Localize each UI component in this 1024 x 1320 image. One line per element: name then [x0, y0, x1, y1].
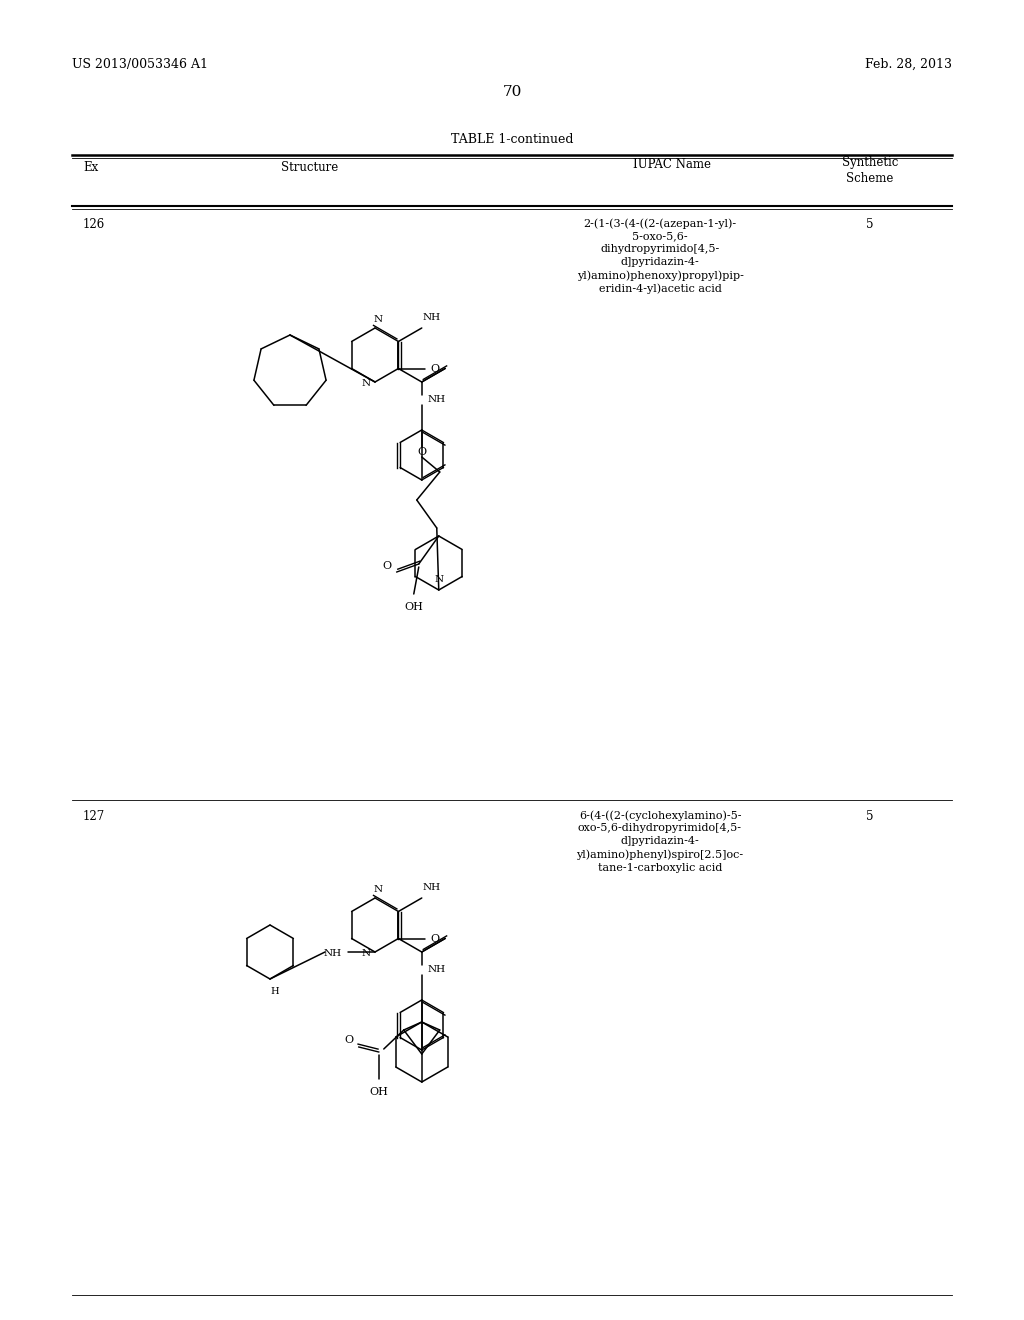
Text: NH: NH [324, 949, 342, 958]
Text: IUPAC Name: IUPAC Name [633, 158, 711, 172]
Text: US 2013/0053346 A1: US 2013/0053346 A1 [72, 58, 208, 71]
Text: O: O [344, 1035, 353, 1045]
Text: H: H [270, 986, 280, 995]
Text: NH: NH [428, 396, 445, 404]
Text: O: O [431, 933, 440, 944]
Text: 5: 5 [866, 810, 873, 822]
Text: NH: NH [423, 883, 440, 892]
Text: N: N [374, 314, 383, 323]
Text: OH: OH [404, 602, 423, 612]
Text: NH: NH [423, 314, 440, 322]
Text: 70: 70 [503, 84, 521, 99]
Text: N: N [374, 884, 383, 894]
Text: NH: NH [428, 965, 445, 974]
Text: OH: OH [370, 1086, 388, 1097]
Text: Synthetic
Scheme: Synthetic Scheme [842, 156, 898, 185]
Text: TABLE 1-continued: TABLE 1-continued [451, 133, 573, 147]
Text: N: N [361, 949, 371, 958]
Text: N: N [434, 576, 443, 585]
Text: 6-(4-((2-(cyclohexylamino)-5-
oxo-5,6-dihydropyrimido[4,5-
d]pyridazin-4-
yl)ami: 6-(4-((2-(cyclohexylamino)-5- oxo-5,6-di… [577, 810, 743, 873]
Text: Structure: Structure [282, 161, 339, 174]
Text: Ex: Ex [83, 161, 98, 174]
Text: O: O [431, 363, 440, 374]
Text: Feb. 28, 2013: Feb. 28, 2013 [865, 58, 952, 71]
Text: 2-(1-(3-(4-((2-(azepan-1-yl)-
5-oxo-5,6-
dihydropyrimido[4,5-
d]pyridazin-4-
yl): 2-(1-(3-(4-((2-(azepan-1-yl)- 5-oxo-5,6-… [577, 218, 743, 294]
Text: O: O [382, 561, 391, 572]
Text: N: N [361, 380, 371, 388]
Text: 5: 5 [866, 218, 873, 231]
Text: 127: 127 [83, 810, 105, 822]
Text: O: O [417, 447, 426, 457]
Text: 126: 126 [83, 218, 105, 231]
